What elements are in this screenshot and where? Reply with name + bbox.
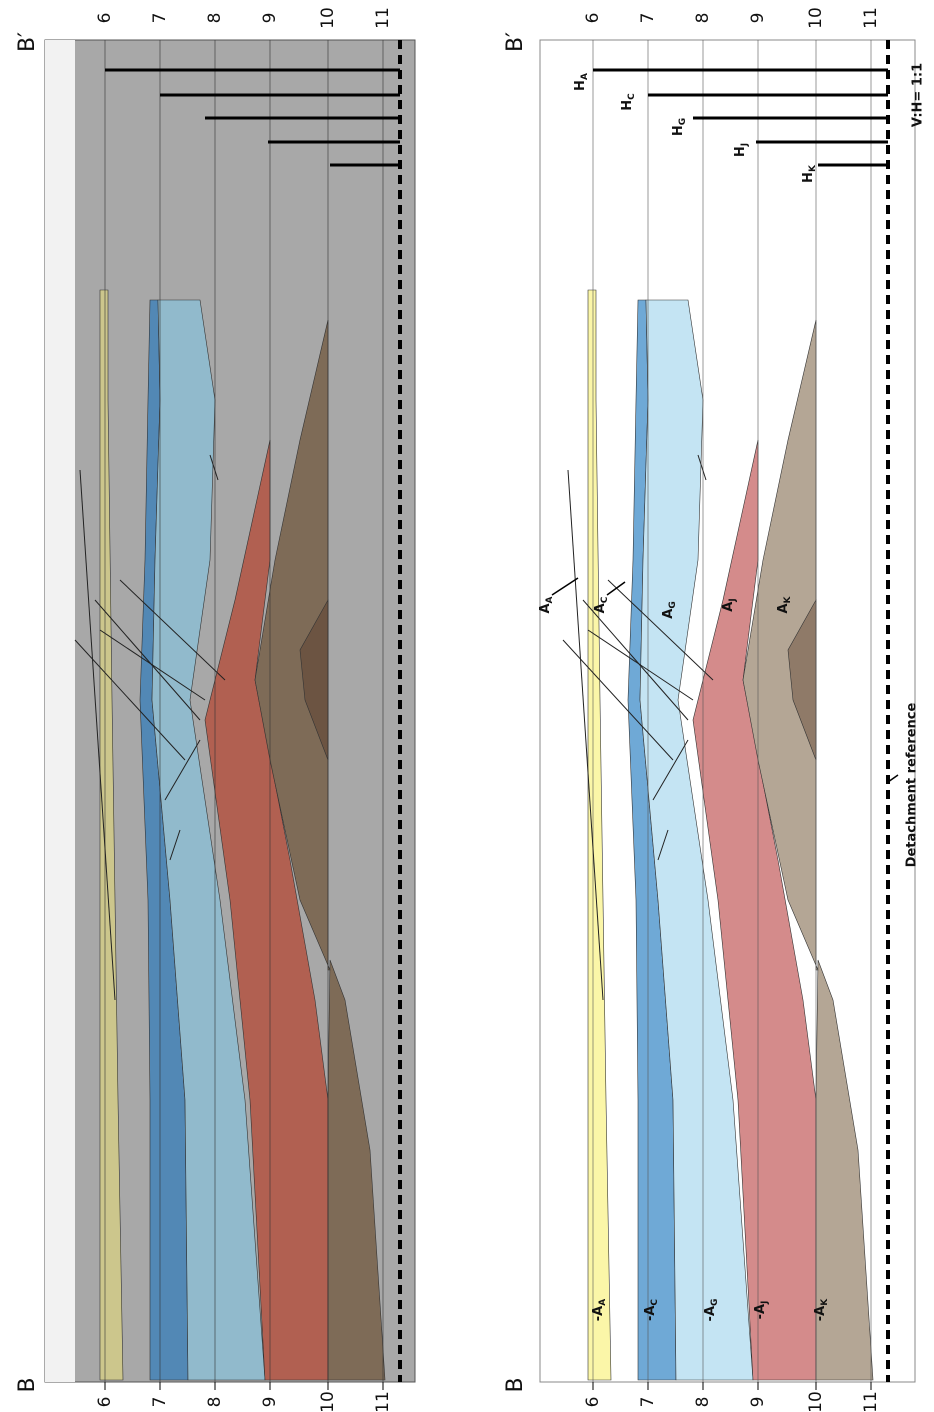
h-label-main: H	[801, 172, 816, 183]
depth-label: 8	[205, 1397, 225, 1408]
depth-label: 7	[150, 1397, 170, 1408]
h-label-main: H	[671, 125, 686, 136]
area-label-main: A	[538, 603, 553, 613]
negative-area-label-sub: K	[820, 1298, 830, 1306]
negative-area-label-main: -A	[813, 1306, 828, 1321]
area-label-sub: G	[668, 601, 678, 608]
depth-label: 7	[638, 13, 658, 24]
depth-label: 11	[861, 7, 881, 29]
negative-area-label-main: -A	[643, 1306, 658, 1321]
h-label-sub: G	[678, 118, 688, 125]
depth-label: 6	[95, 13, 115, 24]
depth-label: 10	[318, 7, 338, 29]
area-label-sub: J	[728, 598, 738, 602]
h-label-main: H	[620, 100, 635, 111]
h-label-main: H	[573, 80, 588, 91]
seismic-blank-strip	[45, 40, 75, 1382]
negative-area-label-sub: C	[650, 1299, 660, 1306]
negative-area-label-sub: A	[598, 1299, 608, 1306]
depth-label: 9	[748, 1397, 768, 1408]
depth-label: 11	[861, 1391, 881, 1412]
depth-label: 10	[318, 1391, 338, 1412]
area-label-sub: A	[545, 596, 555, 603]
depth-label: 7	[150, 13, 170, 24]
depth-label: 11	[373, 7, 393, 29]
figure: BB′6789101167891011BB′6789101167891011HA…	[0, 0, 934, 1412]
h-label-sub: K	[808, 164, 818, 172]
negative-area-label-main: -A	[703, 1306, 718, 1321]
negative-area-label-main: -A	[753, 1304, 768, 1319]
depth-label: 8	[693, 1397, 713, 1408]
section-end-label: B	[15, 1377, 40, 1392]
depth-label: 8	[205, 13, 225, 24]
area-label-main: A	[593, 603, 608, 613]
area-label-sub: C	[600, 596, 610, 603]
h-label-sub: A	[580, 73, 590, 80]
area-label-sub: K	[783, 595, 793, 603]
depth-label: 6	[95, 1397, 115, 1408]
detachment-label: Detachment reference	[905, 703, 920, 868]
area-label-main: A	[776, 603, 791, 613]
depth-label: 7	[638, 1397, 658, 1408]
negative-area-label-sub: G	[710, 1299, 720, 1306]
depth-label: 11	[373, 1391, 393, 1412]
area-label-main: A	[721, 602, 736, 612]
section-end-label: B	[503, 1377, 528, 1392]
depth-label: 6	[583, 13, 603, 24]
depth-label: 8	[693, 13, 713, 24]
depth-label: 10	[806, 7, 826, 29]
section-end-label: B′	[503, 32, 528, 52]
area-label-main: A	[661, 609, 676, 619]
negative-area-label-sub: J	[760, 1301, 770, 1305]
section-end-label: B′	[15, 32, 40, 52]
depth-label: 10	[806, 1391, 826, 1412]
negative-area-label-main: -A	[591, 1306, 606, 1321]
depth-label: 9	[260, 1397, 280, 1408]
depth-label: 9	[748, 13, 768, 24]
scale-label: V:H= 1:1	[911, 63, 926, 127]
h-label-sub: J	[740, 143, 750, 147]
h-label-sub: C	[627, 93, 637, 100]
h-label-main: H	[733, 146, 748, 157]
depth-label: 9	[260, 13, 280, 24]
depth-label: 6	[583, 1397, 603, 1408]
